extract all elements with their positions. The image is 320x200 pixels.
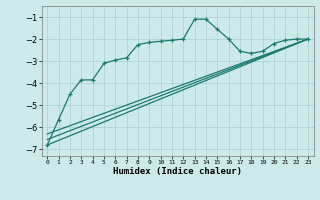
X-axis label: Humidex (Indice chaleur): Humidex (Indice chaleur) [113,167,242,176]
